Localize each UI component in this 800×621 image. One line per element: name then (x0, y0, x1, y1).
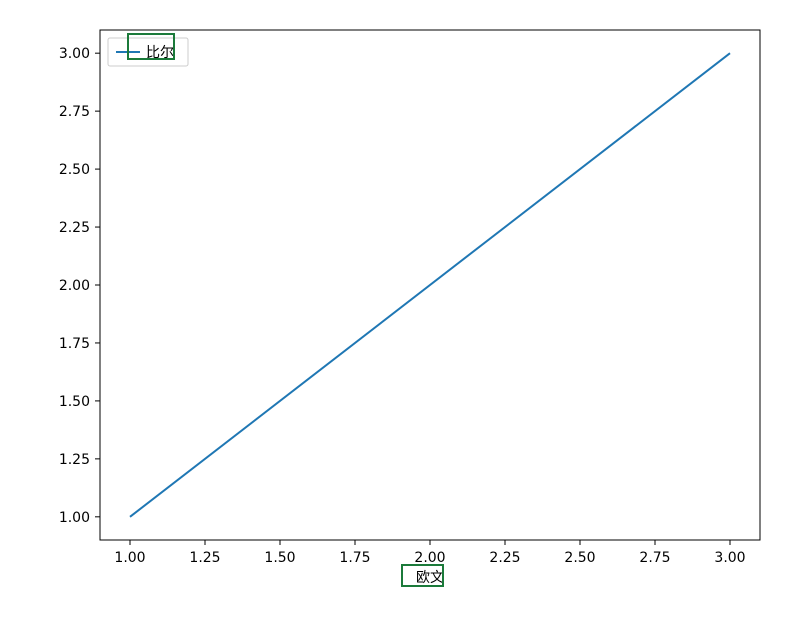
x-tick-label: 1.00 (114, 550, 145, 566)
x-tick-label: 1.75 (339, 550, 370, 566)
x-tick-label: 3.00 (714, 550, 745, 566)
x-tick-label: 2.25 (489, 550, 520, 566)
x-tick-label: 2.50 (564, 550, 595, 566)
y-tick-label: 2.25 (59, 220, 90, 236)
y-tick-label: 2.75 (59, 104, 90, 120)
y-tick-label: 3.00 (59, 46, 90, 62)
x-axis-label: 欧文 (416, 570, 444, 586)
x-tick-label: 1.50 (264, 550, 295, 566)
y-tick-label: 2.00 (59, 278, 90, 294)
y-tick-label: 1.25 (59, 452, 90, 468)
y-tick-label: 1.75 (59, 336, 90, 352)
y-tick-label: 1.00 (59, 510, 90, 526)
line-chart: 1.00 1.25 1.50 1.75 2.00 2.25 2.50 2.75 3.00 1.00… (0, 0, 800, 621)
x-tick-label: 2.00 (414, 550, 445, 566)
y-tick-label: 2.50 (59, 162, 90, 178)
chart-bg (0, 0, 800, 621)
x-tick-label: 2.75 (639, 550, 670, 566)
x-tick-label: 1.25 (189, 550, 220, 566)
y-tick-label: 1.50 (59, 394, 90, 410)
chart-container: 1.00 1.25 1.50 1.75 2.00 2.25 2.50 2.75 3.00 1.00… (0, 0, 800, 621)
